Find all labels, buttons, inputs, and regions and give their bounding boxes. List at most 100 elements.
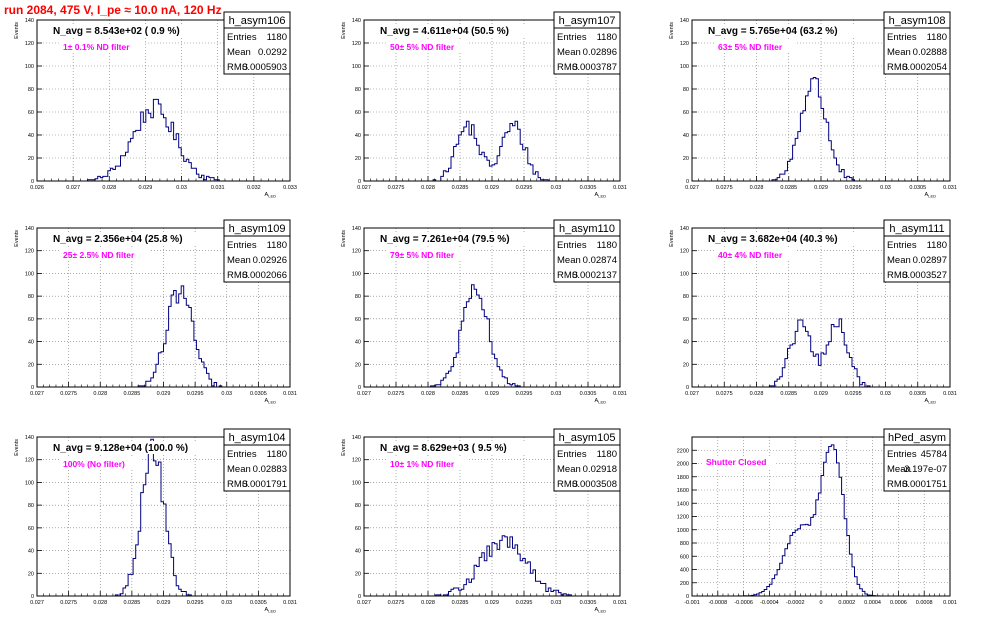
- x-tick-label: 0.027: [357, 391, 371, 397]
- y-tick-label: 1200: [677, 515, 689, 521]
- y-tick-label: 120: [352, 458, 361, 464]
- x-tick-label: -0.0006: [734, 600, 753, 606]
- y-tick-label: 80: [355, 503, 361, 509]
- x-tick-label: 0.0305: [580, 185, 597, 191]
- y-tick-label: 0: [358, 179, 361, 185]
- y-tick-label: 100: [25, 271, 34, 277]
- x-tick-label: 0.0285: [780, 391, 797, 397]
- x-tick-label: 0.0305: [580, 600, 597, 606]
- stats-label: Entries: [887, 32, 917, 43]
- y-tick-label: 120: [680, 249, 689, 255]
- histogram-panel-h_asym104: 0.027 0.0275 0.028 0.0285 0.029 0.0295 0.03 0.0…: [14, 428, 297, 614]
- x-tick-label: 0.0004: [864, 600, 881, 606]
- x-tick-label: 0.028: [421, 185, 435, 191]
- x-tick-label: 0.027: [357, 600, 371, 606]
- y-tick-label: 80: [355, 294, 361, 300]
- x-tick-label: 0.032: [247, 185, 261, 191]
- histogram-panel-h_asym107: 0.027 0.0275 0.028 0.0285 0.029 0.0295 0.03 0.0…: [341, 11, 627, 199]
- x-tick-label: 0.028: [93, 600, 107, 606]
- stats-label: Mean: [227, 255, 251, 266]
- x-tick-label: 0.033: [283, 185, 297, 191]
- stats-value: 1180: [597, 240, 617, 251]
- y-tick-label: 60: [683, 110, 689, 116]
- y-tick-label: 20: [28, 362, 34, 368]
- histogram-panel-hPed_asym: -0.001 -0.0008 -0.0006 -0.0004 -0.0002 0 0.000…: [677, 428, 957, 606]
- stats-label: Entries: [227, 240, 257, 251]
- stats-value: -3.197e-07: [901, 464, 947, 475]
- y-tick-label: 20: [683, 156, 689, 162]
- stats-label: Entries: [557, 32, 587, 43]
- stats-box: [553, 219, 621, 283]
- x-tick-label: 0.03: [221, 600, 232, 606]
- x-tick-label: 0.0295: [516, 600, 533, 606]
- x-tick-label: 0.028: [421, 391, 435, 397]
- y-axis-title: Events: [14, 439, 20, 456]
- note-bg: [61, 249, 150, 261]
- stats-box: [883, 11, 951, 75]
- x-tick-label: 0.03: [551, 391, 562, 397]
- plot-frame: [36, 19, 291, 182]
- y-tick-label: 80: [683, 294, 689, 300]
- x-tick-label: 0.031: [211, 185, 225, 191]
- stats-title: h_asym105: [559, 432, 616, 444]
- y-tick-label: 0: [686, 385, 689, 391]
- stats-value: 0.0001751: [902, 479, 947, 490]
- x-tick-label: 0.03: [176, 185, 187, 191]
- y-tick-label: 1600: [677, 488, 689, 494]
- navg-bg: [704, 232, 854, 245]
- y-tick-label: 40: [355, 133, 361, 139]
- x-tick-label: 0.031: [283, 600, 297, 606]
- stats-label: Mean: [557, 464, 581, 475]
- y-tick-label: 2200: [677, 448, 689, 454]
- y-tick-label: 100: [352, 64, 361, 70]
- y-tick-label: 140: [352, 435, 361, 441]
- y-tick-label: 100: [25, 480, 34, 486]
- x-tick-label: 0.0006: [890, 600, 907, 606]
- stats-title: h_asym106: [229, 15, 286, 27]
- x-tick-label: 0.027: [66, 185, 80, 191]
- navg-label: N_avg = 4.611e+04 (50.5 %): [380, 26, 509, 37]
- stats-label: Entries: [887, 449, 917, 460]
- x-tick-label: 0.028: [93, 391, 107, 397]
- x-tick-label: 0.031: [943, 185, 957, 191]
- x-axis-title: ALED: [925, 192, 937, 199]
- stats-label: Entries: [227, 449, 257, 460]
- x-tick-label: 0.031: [613, 185, 627, 191]
- histogram-panel-h_asym106: 0.026 0.027 0.028 0.029 0.03 0.031 0.032 0.033 0…: [14, 11, 297, 199]
- x-tick-label: 0.0275: [60, 391, 77, 397]
- y-tick-label: 120: [25, 458, 34, 464]
- x-tick-label: 0.001: [943, 600, 957, 606]
- y-tick-label: 1400: [677, 501, 689, 507]
- stats-value: 1180: [597, 32, 617, 43]
- x-tick-label: 0.027: [685, 185, 699, 191]
- y-tick-label: 60: [355, 526, 361, 532]
- note-bg: [388, 249, 468, 261]
- x-tick-label: 0.0275: [60, 600, 77, 606]
- x-axis-title: ALED: [595, 398, 607, 405]
- stats-title: h_asym107: [559, 15, 616, 27]
- histogram-bars: [364, 535, 620, 597]
- x-axis-title: ALED: [595, 192, 607, 199]
- stats-title: hPed_asym: [888, 432, 946, 444]
- navg-bg: [376, 232, 526, 245]
- x-tick-label: 0.0305: [250, 600, 267, 606]
- navg-bg: [704, 24, 854, 37]
- y-tick-label: 40: [683, 133, 689, 139]
- y-tick-label: 80: [28, 503, 34, 509]
- y-tick-label: 120: [25, 41, 34, 47]
- x-tick-label: 0.0295: [187, 600, 204, 606]
- stats-label: RMS: [887, 270, 908, 281]
- y-tick-label: 400: [680, 568, 689, 574]
- histogram-bars: [364, 120, 620, 182]
- histogram-panel-h_asym105: 0.027 0.0275 0.028 0.0285 0.029 0.0295 0.03 0.0…: [341, 428, 627, 614]
- y-tick-label: 20: [355, 156, 361, 162]
- y-tick-label: 600: [680, 554, 689, 560]
- x-tick-label: 0.0305: [909, 391, 926, 397]
- navg-label: N_avg = 8.543e+02 ( 0.9 %): [53, 26, 180, 37]
- y-tick-label: 0: [31, 179, 34, 185]
- filter-note: 50± 5% ND filter: [390, 42, 455, 52]
- x-tick-label: 0.029: [485, 185, 499, 191]
- histogram-bars: [37, 98, 290, 182]
- stats-label: Mean: [887, 47, 911, 58]
- x-tick-label: 0.028: [750, 391, 764, 397]
